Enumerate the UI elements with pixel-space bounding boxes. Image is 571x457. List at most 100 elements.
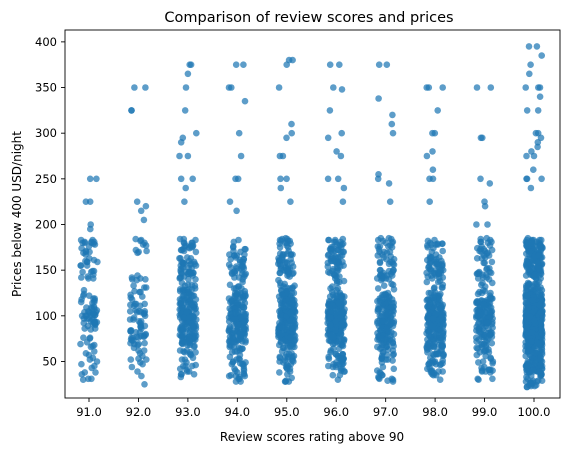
data-point xyxy=(94,258,101,266)
data-point xyxy=(340,336,348,343)
data-point xyxy=(228,297,235,305)
data-point xyxy=(389,129,397,137)
data-point xyxy=(379,275,387,282)
data-point xyxy=(277,262,284,269)
data-point xyxy=(236,360,244,367)
data-point xyxy=(225,261,233,269)
data-point xyxy=(181,314,188,321)
data-point xyxy=(525,43,533,50)
data-point xyxy=(486,295,494,302)
data-point xyxy=(240,265,248,272)
data-point xyxy=(533,43,541,50)
data-point xyxy=(378,371,386,379)
data-point xyxy=(389,357,396,364)
data-point xyxy=(336,332,343,340)
data-point xyxy=(286,334,294,342)
x-tick-label: 91.0 xyxy=(76,405,102,419)
data-point xyxy=(287,198,294,205)
data-point xyxy=(185,244,193,251)
data-point xyxy=(182,184,189,192)
data-point xyxy=(482,352,489,360)
data-point xyxy=(181,198,188,205)
data-point xyxy=(383,325,391,332)
data-point xyxy=(93,175,100,183)
data-point xyxy=(233,207,240,215)
data-point xyxy=(189,239,196,247)
data-point xyxy=(379,318,386,325)
data-point xyxy=(227,310,234,318)
data-point xyxy=(523,175,531,183)
data-point xyxy=(233,265,240,272)
data-point xyxy=(178,279,186,287)
data-point xyxy=(477,175,484,183)
data-point xyxy=(176,326,184,333)
data-point xyxy=(326,107,334,114)
data-point xyxy=(337,355,344,363)
data-point xyxy=(427,322,435,330)
data-point xyxy=(180,235,188,243)
y-tick-label: 400 xyxy=(35,35,57,49)
data-point xyxy=(338,86,346,93)
data-point xyxy=(487,304,495,311)
data-point xyxy=(235,129,243,137)
data-point xyxy=(80,290,88,298)
data-point xyxy=(481,287,489,295)
data-point xyxy=(77,262,85,269)
data-point xyxy=(190,258,198,266)
data-point xyxy=(481,363,488,371)
data-point xyxy=(180,245,187,253)
data-point xyxy=(228,349,236,356)
data-point xyxy=(326,321,334,329)
data-point xyxy=(184,152,192,160)
data-point xyxy=(536,243,544,250)
data-point xyxy=(438,284,446,291)
data-point xyxy=(533,259,541,267)
data-point xyxy=(134,272,141,279)
data-point xyxy=(537,308,545,316)
data-point xyxy=(431,236,438,244)
data-point xyxy=(329,371,337,379)
data-point xyxy=(333,241,341,248)
data-point xyxy=(430,294,437,301)
data-point xyxy=(283,242,291,249)
data-point xyxy=(79,376,87,384)
data-point xyxy=(337,152,345,160)
data-point xyxy=(489,375,496,383)
data-point xyxy=(240,304,248,311)
y-tick-label: 200 xyxy=(35,218,57,232)
data-point xyxy=(335,299,342,307)
x-tick-label: 92.0 xyxy=(126,405,152,419)
data-point xyxy=(225,318,233,325)
data-point xyxy=(140,216,148,224)
data-point xyxy=(141,381,148,388)
data-point xyxy=(226,198,234,205)
y-tick-label: 300 xyxy=(35,126,57,140)
data-point xyxy=(522,272,530,279)
data-point xyxy=(382,311,390,319)
data-point xyxy=(91,305,98,312)
data-point xyxy=(89,267,96,275)
data-point xyxy=(242,310,250,318)
data-point xyxy=(376,327,384,334)
data-point xyxy=(432,350,440,358)
data-point xyxy=(389,111,396,119)
data-point xyxy=(527,61,534,68)
data-point xyxy=(329,363,337,371)
data-point xyxy=(530,152,538,160)
data-point xyxy=(532,129,540,137)
data-point xyxy=(82,312,89,320)
data-point xyxy=(127,356,135,363)
data-point xyxy=(140,347,148,354)
data-point xyxy=(288,129,296,137)
data-point xyxy=(325,236,332,244)
data-point xyxy=(83,258,91,266)
y-tick-label: 100 xyxy=(35,309,57,323)
data-point xyxy=(390,365,398,373)
data-point xyxy=(327,347,335,354)
data-point xyxy=(189,175,196,183)
data-point xyxy=(180,259,188,267)
data-point xyxy=(338,323,345,331)
data-point xyxy=(388,120,396,128)
data-point xyxy=(232,372,240,380)
data-point xyxy=(191,342,198,350)
